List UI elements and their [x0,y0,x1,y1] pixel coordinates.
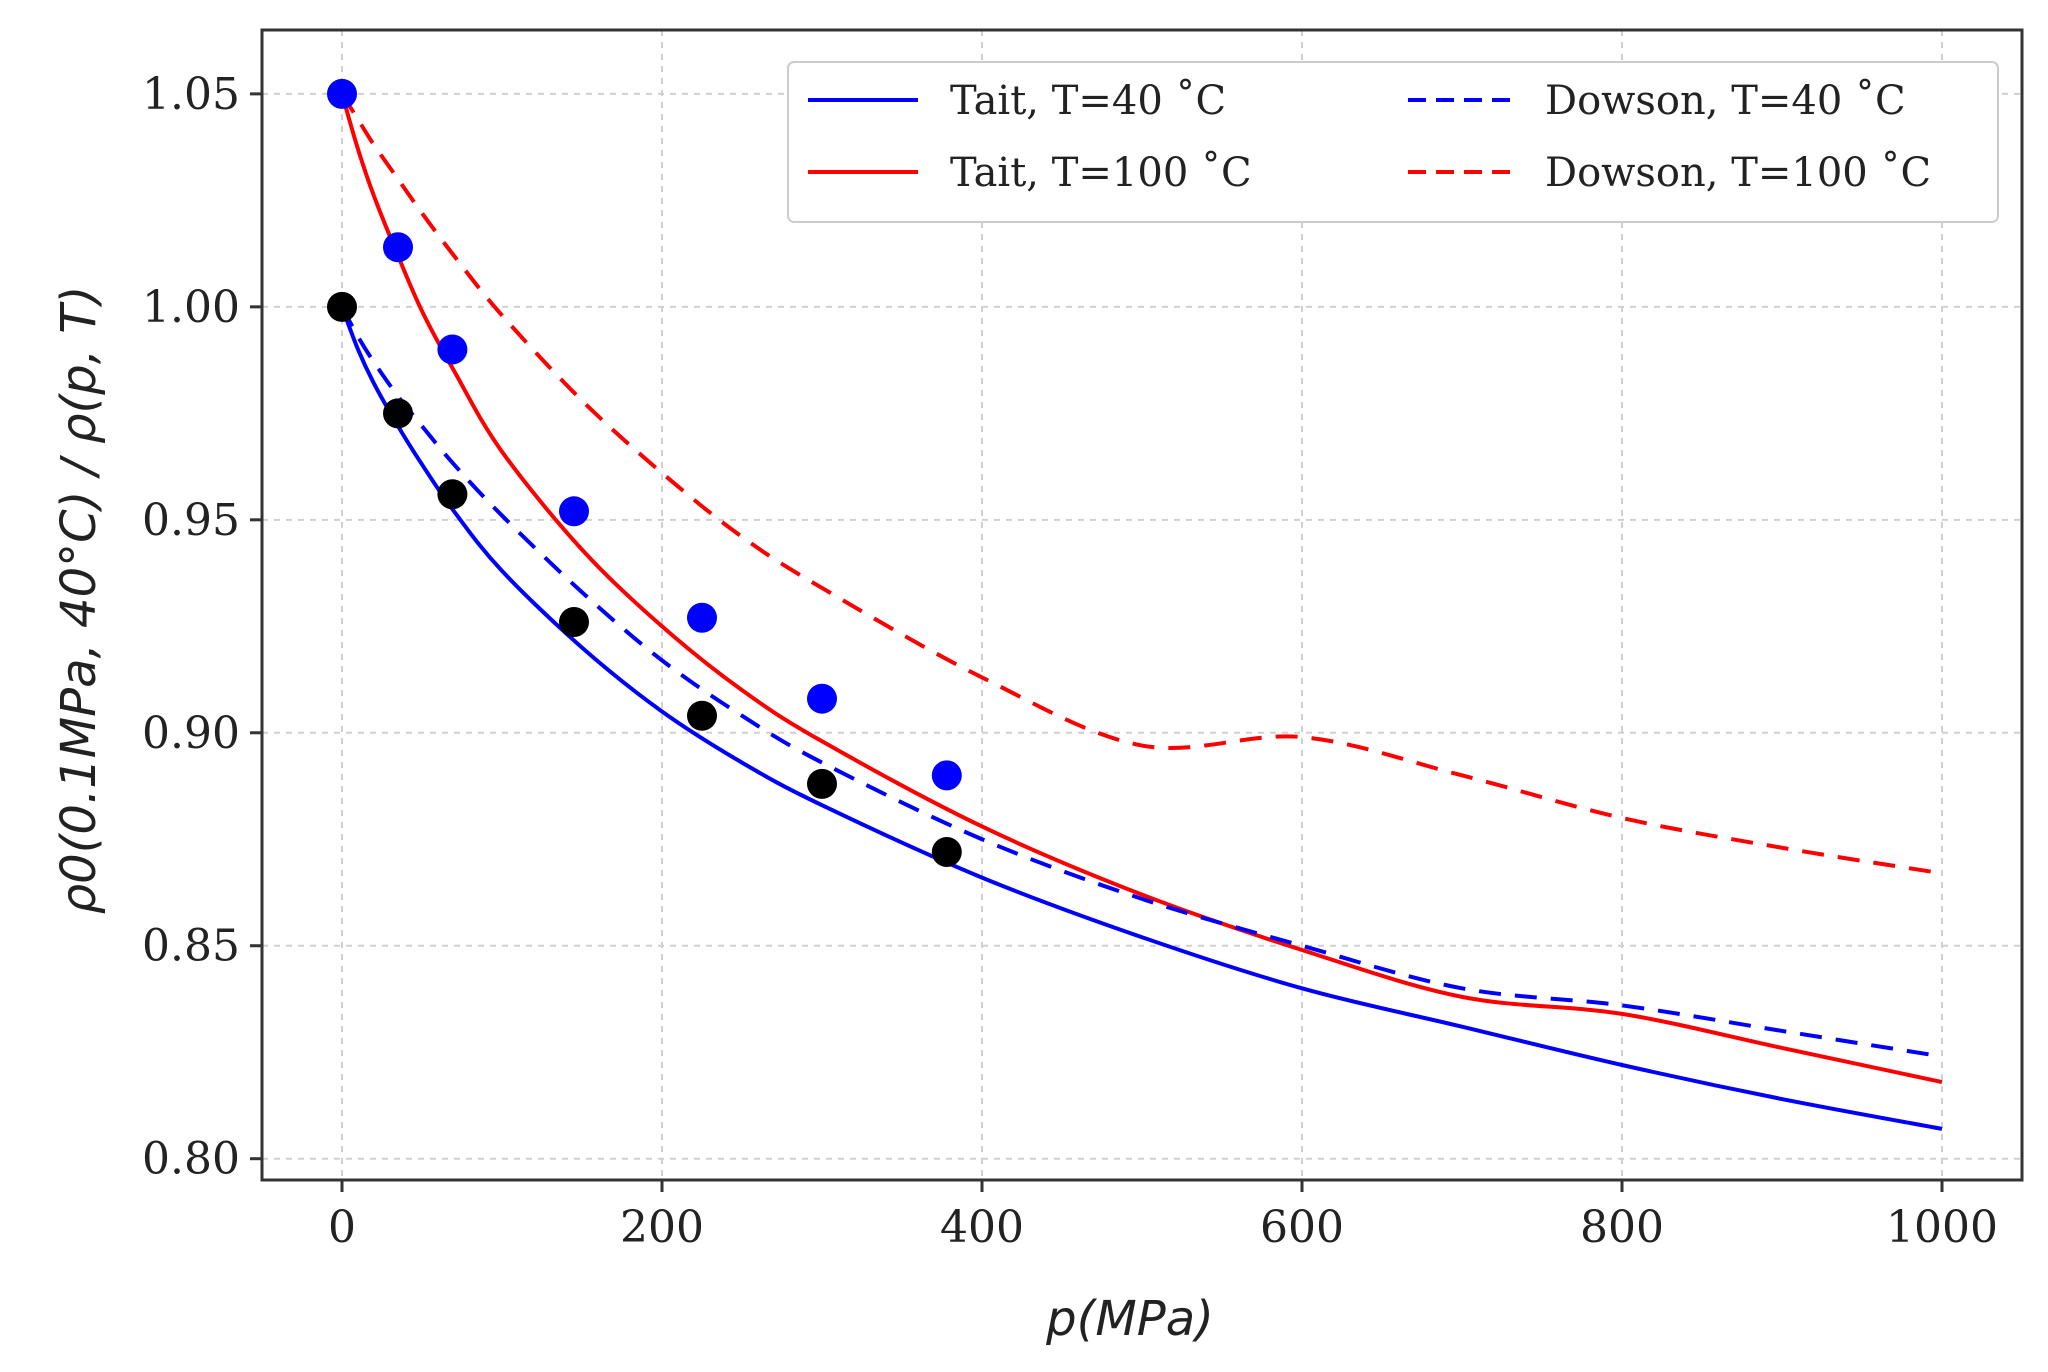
x-tick-label: 1000 [1886,1202,1998,1253]
y-tick-label: 0.80 [142,1134,240,1185]
y-tick-label: 0.90 [142,708,240,759]
series-line-3 [340,92,1943,876]
legend-label-dowson-100: Dowson, T=100 ˚C [1545,150,1931,196]
x-tick-label: 600 [1260,1202,1344,1253]
data-point-1 [327,78,357,109]
data-point-1 [559,496,589,527]
y-tick-label: 1.05 [142,69,240,120]
axes: 0 200 400 600 800 1000 0.80 0.85 0.90 0.95 1.00 1.0… [142,28,2024,1253]
data-point-0 [687,700,717,731]
series-line-2 [340,305,1943,1059]
y-tick-label: 1.00 [142,282,240,333]
legend-box [787,61,1999,223]
data-point-1 [687,602,717,633]
series-lines [340,92,1943,1131]
data-point-1 [383,232,413,263]
legend: Tait, T=40 ˚C Tait, T=100 ˚C Dowson, T=4… [787,61,1999,223]
x-tick-label: 800 [1580,1202,1664,1253]
series-line-0 [340,306,1943,1131]
x-tick-label: 0 [328,1202,356,1253]
x-tick-label: 200 [620,1202,704,1253]
data-point-0 [931,837,962,868]
legend-label-tait-100: Tait, T=100 ˚C [950,150,1252,196]
data-point-1 [807,683,837,714]
data-point-0 [559,607,589,638]
plot-border [260,28,2024,1182]
data-point-1 [931,760,962,791]
data-point-0 [807,768,837,799]
data-point-0 [327,291,357,322]
y-tick-label: 0.95 [142,495,240,546]
legend-label-tait-40: Tait, T=40 ˚C [950,78,1226,124]
series-line-1 [340,93,1943,1084]
data-point-0 [383,398,413,429]
data-point-0 [437,479,468,510]
x-tick-label: 400 [940,1202,1024,1253]
legend-label-dowson-40: Dowson, T=40 ˚C [1545,78,1906,124]
data-markers [327,78,962,868]
y-tick-label: 0.85 [142,921,240,972]
x-axis-label: p(MPa) [1045,1291,1214,1347]
data-point-1 [437,334,468,365]
y-axis-label: ρ0(0.1MPa, 40°C) / ρ(p, T) [51,286,107,915]
